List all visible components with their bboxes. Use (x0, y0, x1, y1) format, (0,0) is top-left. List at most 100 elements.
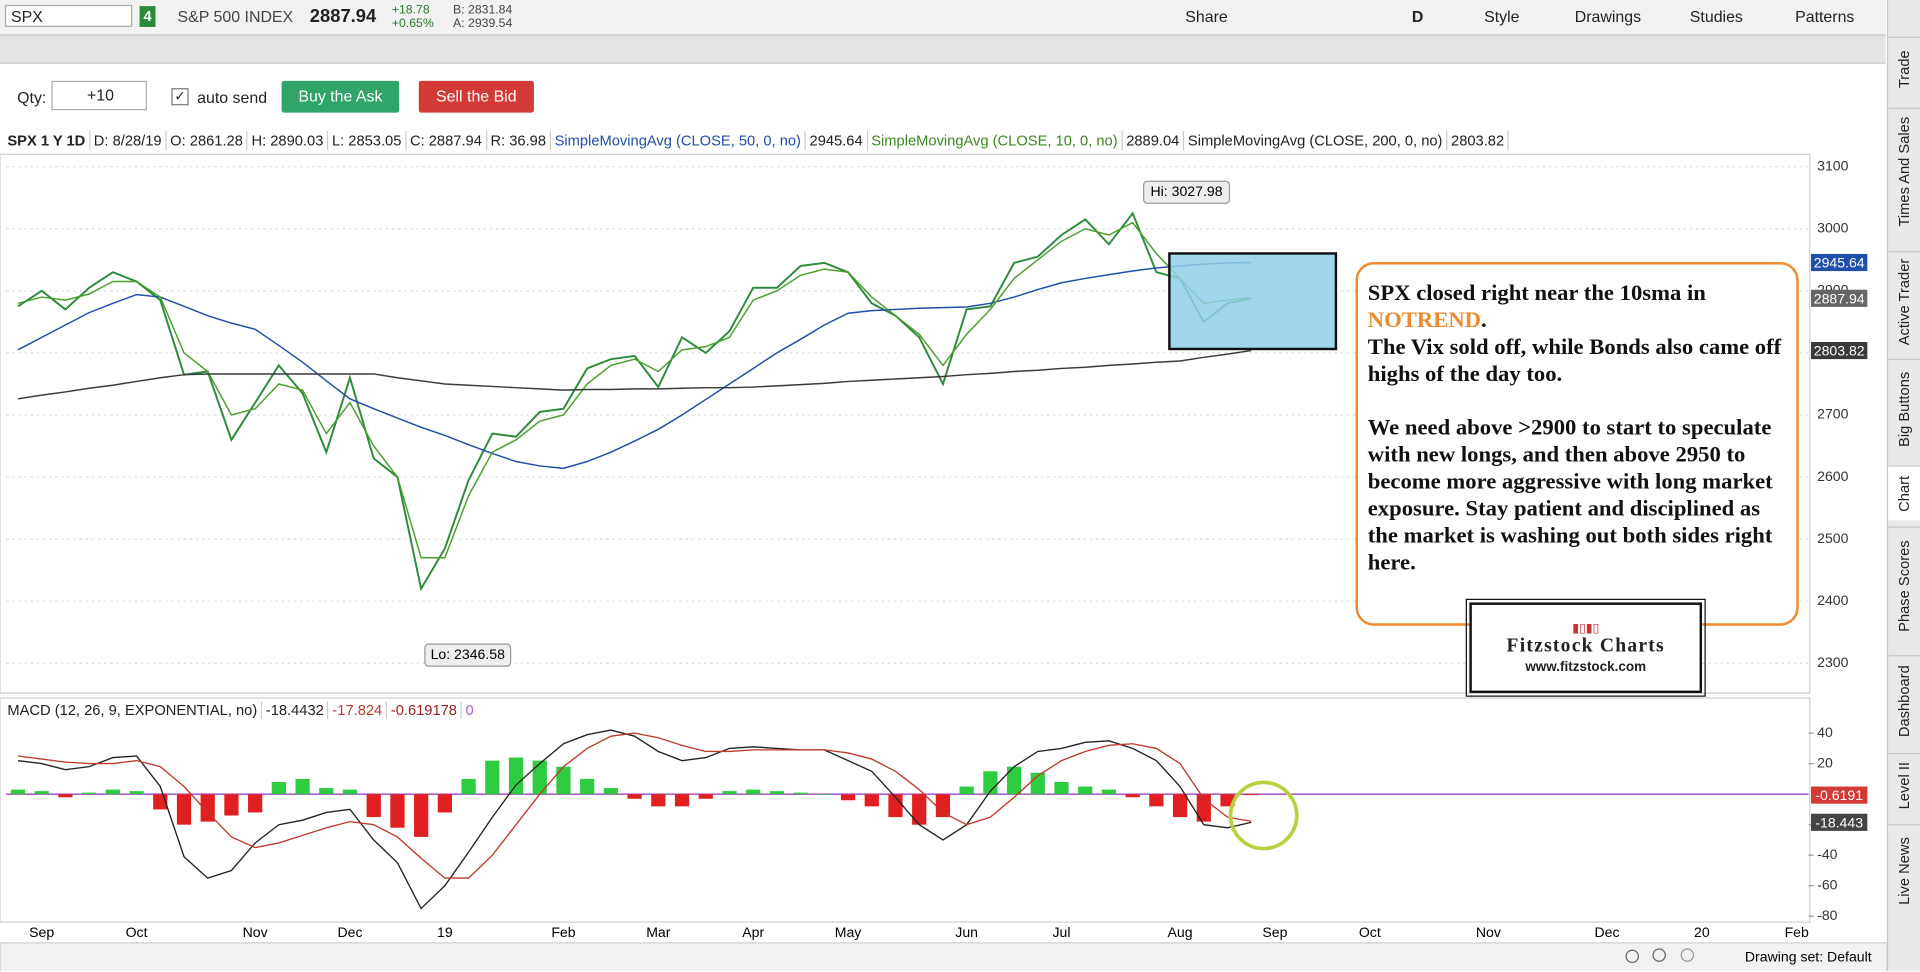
header-close: C: 2887.94 (406, 131, 487, 151)
histogram-bar (390, 794, 405, 828)
histogram-bar (532, 760, 547, 795)
sidebar-tab[interactable]: Active Trader (1888, 251, 1920, 353)
study-value: 2889.04 (1123, 131, 1185, 151)
macd-tag-label: -18.443 (1815, 814, 1863, 830)
toolbar-button[interactable]: Share (1185, 7, 1228, 26)
x-tick-label: Sep (29, 924, 54, 940)
toolbar: SPX 4 S&P 500 INDEX 2887.94 +18.78 +0.65%… (0, 0, 1886, 36)
histogram-bar (722, 791, 737, 795)
header-high: H: 2890.03 (248, 131, 329, 151)
highlight-box (1168, 252, 1338, 351)
header-date: D: 8/28/19 (90, 131, 167, 151)
macd-tag (1811, 813, 1868, 831)
histogram-bar (414, 794, 429, 837)
price-tag (1811, 341, 1868, 360)
histogram-bar (793, 792, 808, 795)
macd-tag (1811, 786, 1868, 804)
y-tick-label: 2400 (1817, 592, 1848, 608)
x-tick-label: Dec (337, 924, 362, 940)
histogram-bar (200, 794, 215, 822)
toolbar-button[interactable]: D (1411, 7, 1424, 26)
bid-ask: B: 2831.84 A: 2939.54 (453, 4, 512, 31)
sidebar-tab[interactable]: Dashboard (1888, 655, 1920, 747)
series-line (17, 732, 1252, 879)
histogram-bar (556, 766, 571, 795)
macd-diff: -0.619178 (387, 701, 462, 719)
series-line (17, 221, 1252, 559)
histogram-bar (1101, 789, 1117, 795)
x-tick-label: Aug (1168, 924, 1193, 940)
histogram-bar (817, 794, 832, 795)
sidebar-tab[interactable]: Big Buttons (1888, 358, 1920, 458)
series-line (17, 261, 1252, 470)
macd-tag-label: -0.6191 (1815, 787, 1863, 803)
highlight-circle (1228, 780, 1299, 851)
histogram-bar (461, 778, 476, 795)
y-tick-label: 3000 (1817, 219, 1848, 235)
histogram-bar (580, 778, 595, 795)
symbol-input[interactable]: SPX (4, 4, 133, 27)
sidebar-tab[interactable]: Level II (1888, 753, 1920, 818)
histogram-bar (746, 789, 761, 795)
sidebar-tab[interactable]: Times And Sales (1888, 107, 1920, 234)
x-tick-label: Feb (551, 924, 575, 940)
sidebar-tab[interactable]: Chart (1888, 465, 1920, 521)
price-tag (1811, 289, 1868, 307)
annotation: Hi: 3027.98 (1151, 183, 1223, 199)
histogram-bar (1244, 794, 1259, 796)
histogram-bar (1149, 794, 1164, 807)
histogram-bar (105, 789, 120, 795)
x-tick-label: Feb (1785, 924, 1809, 940)
annotation-box (1143, 180, 1231, 204)
y-tick-label: 40 (1817, 724, 1833, 740)
histogram-bar (271, 781, 286, 795)
change-value: +18.78 (391, 3, 430, 18)
study-name: SimpleMovingAvg (CLOSE, 200, 0, no) (1184, 131, 1448, 151)
histogram-bar (58, 794, 73, 798)
macd-value: -18.4432 (262, 701, 329, 719)
chart-header: SPX 1 Y 1D D: 8/28/19 O: 2861.28 H: 2890… (4, 130, 1510, 152)
macd-title: MACD (12, 26, 9, EXPONENTIAL, no) (4, 701, 263, 719)
x-tick-label: Oct (1359, 924, 1381, 940)
status-bar (0, 942, 1887, 972)
x-tick-label: Jul (1053, 924, 1071, 940)
histogram-bar (366, 794, 381, 818)
change-pct: +0.65% (391, 17, 434, 31)
toolbar-button[interactable]: Studies (1689, 7, 1743, 26)
note: SPX closed right near the 10sma in NOTRE… (1368, 280, 1790, 576)
sidebar-tab[interactable]: Trade (1888, 36, 1920, 102)
x-tick-label: Oct (126, 924, 148, 940)
link-badge[interactable]: 4 (139, 6, 156, 27)
histogram-bar (295, 778, 310, 795)
histogram-bar (342, 789, 358, 795)
annotation-box (424, 643, 512, 667)
sidebar-tab[interactable]: Phase Scores (1888, 526, 1920, 645)
histogram-bar (959, 786, 974, 795)
x-tick-label: Dec (1594, 924, 1619, 940)
sell-button[interactable]: Sell the Bid (418, 80, 534, 113)
toolbar-button[interactable]: Style (1484, 7, 1520, 26)
toolbar-button[interactable]: Drawings (1574, 7, 1642, 26)
histogram-bar (1078, 786, 1093, 795)
macd-header: MACD (12, 26, 9, EXPONENTIAL, no) -18.44… (4, 701, 478, 719)
histogram-bar (769, 791, 785, 795)
histogram-bar (10, 789, 26, 795)
toolbar-button[interactable]: Patterns (1795, 7, 1855, 26)
histogram-bar (82, 792, 97, 795)
note-text: We need above >2900 to start to speculat… (1367, 416, 1773, 576)
qty-input[interactable]: +10 (51, 80, 147, 111)
macd-panel (0, 697, 1811, 923)
checkbox[interactable]: ✓ (171, 88, 189, 106)
note-highlight: NOTREND (1367, 308, 1482, 334)
series-line (17, 349, 1252, 400)
buy-button[interactable]: Buy the Ask (281, 80, 400, 113)
series-line (17, 729, 1252, 910)
study-name: SimpleMovingAvg (CLOSE, 50, 0, no) (551, 131, 806, 151)
x-tick-label: Mar (646, 924, 671, 940)
header-open: O: 2861.28 (167, 131, 248, 151)
histogram-bar (34, 791, 49, 795)
y-tick-label: 2600 (1817, 468, 1848, 484)
histogram-bar (840, 794, 856, 801)
sidebar-tab[interactable]: Live News (1888, 824, 1920, 918)
